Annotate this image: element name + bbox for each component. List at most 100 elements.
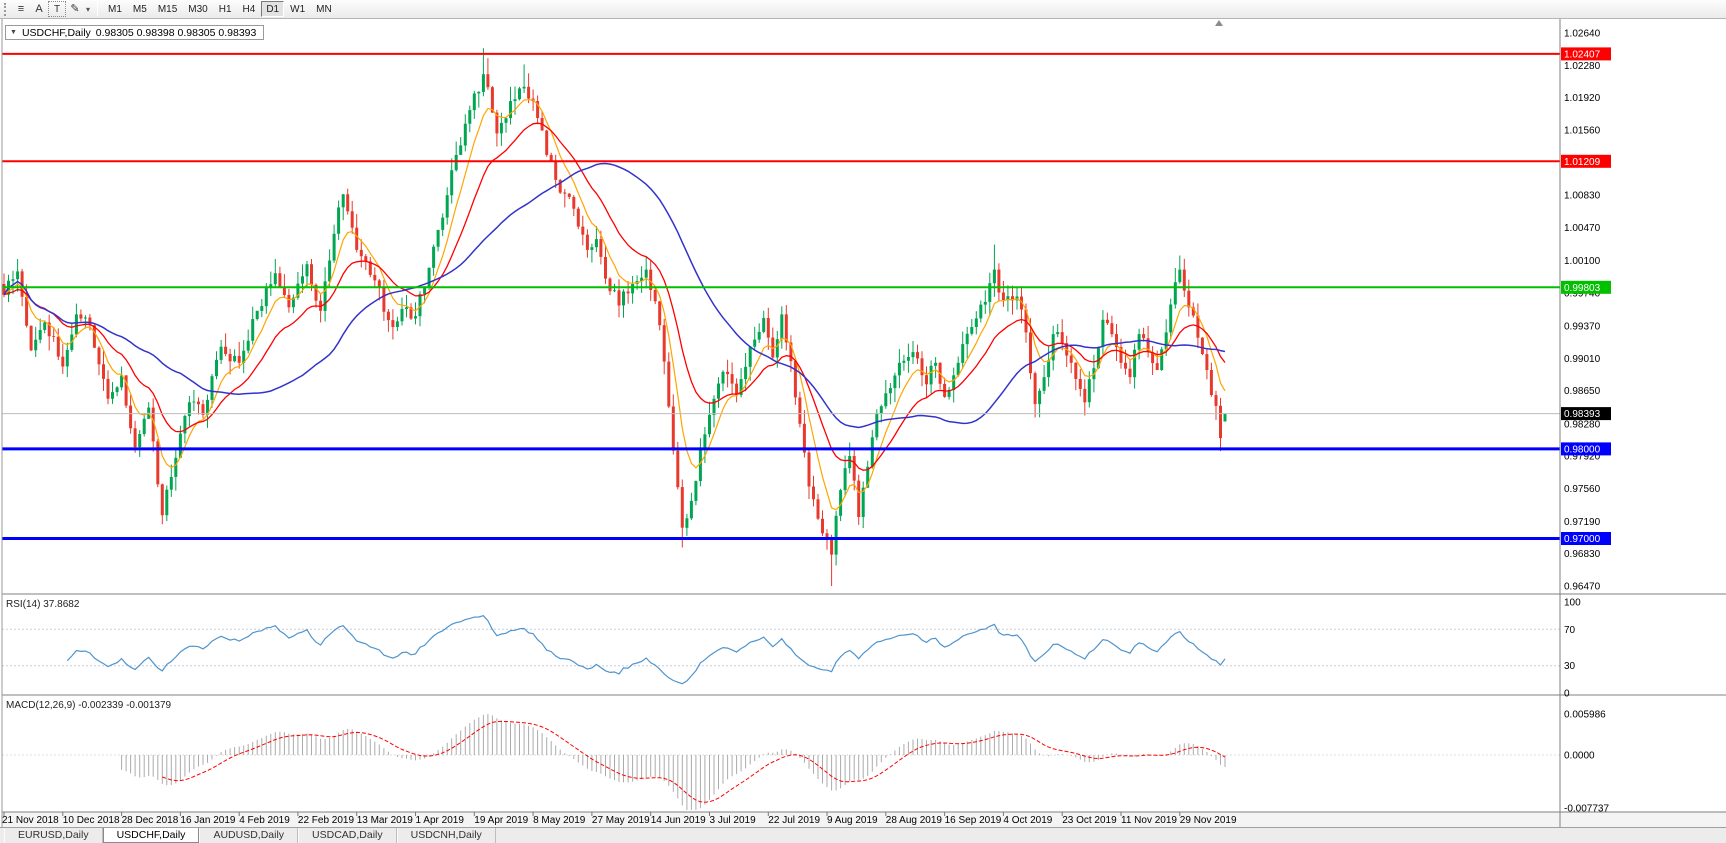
svg-text:1.01209: 1.01209	[1564, 157, 1601, 168]
chart-tab-audusd[interactable]: AUDUSD,Daily	[199, 828, 299, 843]
timeframe-h1-button[interactable]: H1	[218, 4, 232, 15]
panel-separators	[1, 19, 1726, 827]
rsi-label: RSI(14) 37.8682	[6, 599, 80, 610]
macd-panel: MACD(12,26,9) -0.002339 -0.001379	[6, 700, 1226, 810]
price-axis-label: 0.99370	[1564, 322, 1601, 333]
price-tag-1.02407: 1.02407	[1561, 47, 1611, 61]
time-axis-label: 4 Oct 2019	[1003, 815, 1052, 826]
timeframe-d1-button[interactable]: D1	[261, 1, 285, 17]
price-tag-0.99803: 0.99803	[1561, 280, 1611, 294]
chart-symbol-period: USDCHF,Daily	[21, 26, 91, 39]
time-axis-label: 22 Feb 2019	[298, 815, 355, 826]
macd-axis-label: 0.0000	[1564, 751, 1595, 762]
price-axis-label: 1.00830	[1564, 191, 1601, 202]
price-axis-label: 1.01920	[1564, 93, 1601, 104]
timeframe-m5-button[interactable]: M5	[132, 4, 147, 15]
macd-axis-label: -0.007737	[1564, 804, 1609, 815]
chart-shift-marker-icon[interactable]	[1215, 20, 1223, 26]
price-axis-label: 1.00100	[1564, 256, 1601, 267]
time-axis-label: 8 May 2019	[533, 815, 586, 826]
chart-tab-usdchf[interactable]: USDCHF,Daily	[102, 828, 200, 843]
candles-layer	[2, 48, 1227, 586]
price-axis-label: 0.99010	[1564, 354, 1601, 365]
price-tag-0.98393: 0.98393	[1561, 407, 1611, 421]
time-axis-label: 13 Mar 2019	[357, 815, 414, 826]
chart-tab-eurusd[interactable]: EURUSD,Daily	[4, 828, 103, 843]
rsi-axis-label: 30	[1564, 661, 1576, 672]
time-axis-label: 14 Jun 2019	[651, 815, 706, 826]
svg-text:0.99803: 0.99803	[1564, 283, 1601, 294]
macd-axis-label: 0.005986	[1564, 710, 1606, 721]
price-axis-label: 1.01560	[1564, 125, 1601, 136]
toolbar-icon-group: ≡ A T ✎ ▾	[12, 1, 92, 17]
rsi-line	[66, 615, 1226, 685]
time-axis-label: 10 Dec 2018	[63, 815, 120, 826]
ma-fast-orange-line	[3, 99, 1226, 511]
draw-tools-dropdown-icon[interactable]: ▾	[86, 5, 91, 14]
time-axis-label: 23 Oct 2019	[1062, 815, 1117, 826]
chart-area[interactable]: RSI(14) 37.8682 MACD(12,26,9) -0.002339 -…	[0, 19, 1726, 827]
rsi-level-lines	[2, 628, 1560, 667]
price-axis-label: 0.98650	[1564, 386, 1601, 397]
time-axis[interactable]: 21 Nov 2018 10 Dec 2018 28 Dec 2018 16 Jan …	[2, 812, 1237, 826]
chart-tab-usdcad[interactable]: USDCAD,Daily	[298, 828, 397, 843]
text-tool-button[interactable]: T	[48, 1, 66, 17]
timeframe-m30-button[interactable]: M30	[188, 4, 208, 15]
chart-tab-usdcnh[interactable]: USDCNH,Daily	[396, 828, 496, 843]
rsi-panel: RSI(14) 37.8682	[6, 599, 1226, 685]
time-axis-label: 11 Nov 2019	[1121, 815, 1177, 826]
moving-averages-layer	[3, 99, 1226, 511]
time-axis-label: 1 Apr 2019	[416, 815, 465, 826]
rsi-axis-label: 70	[1564, 625, 1576, 636]
toolbar-separator	[97, 2, 99, 16]
time-axis-label: 28 Dec 2018	[122, 815, 179, 826]
horizontal-lines-layer	[2, 52, 1560, 540]
toolbar-drag-handle[interactable]	[4, 2, 8, 16]
price-tag-0.98000: 0.98000	[1561, 442, 1611, 456]
price-axis-label: 1.00470	[1564, 223, 1601, 234]
price-axis-label: 0.97190	[1564, 517, 1601, 528]
price-axis-label: 1.02280	[1564, 61, 1601, 72]
price-tag-0.97000: 0.97000	[1561, 532, 1611, 545]
price-axis-label: 0.98280	[1564, 419, 1601, 430]
price-axis-label: 0.97560	[1564, 484, 1601, 495]
timeframe-m15-button[interactable]: M15	[157, 4, 178, 15]
time-axis-label: 21 Nov 2018	[2, 815, 59, 826]
chart-canvas[interactable]: RSI(14) 37.8682 MACD(12,26,9) -0.002339 -…	[0, 19, 1726, 827]
draw-tools-button[interactable]: ✎	[70, 3, 80, 15]
price-axis-label: 0.97920	[1564, 452, 1601, 463]
time-axis-label: 16 Jan 2019	[180, 815, 235, 826]
ma-mid-red-line	[3, 122, 1226, 471]
charts-menu-icon[interactable]: ≡	[17, 3, 25, 15]
time-axis-label: 19 Apr 2019	[474, 815, 528, 826]
price-axis[interactable]: 1.02640 1.02280 1.01920 1.01560 1.00830 1.004…	[1559, 19, 1611, 827]
svg-text:0.98000: 0.98000	[1564, 444, 1601, 455]
collapse-arrow-icon[interactable]: ▼	[10, 29, 17, 36]
macd-signal-line	[162, 720, 1226, 803]
timeframe-h4-button[interactable]: H4	[242, 4, 256, 15]
time-axis-label: 29 Nov 2019	[1180, 815, 1237, 826]
timeframe-w1-button[interactable]: W1	[290, 4, 306, 15]
price-axis-label: 0.96830	[1564, 549, 1601, 560]
timeframe-button-group: M1 M5 M15 M30 H1 H4 D1 W1 MN	[103, 1, 338, 17]
price-axis-label: 0.99740	[1564, 288, 1601, 299]
time-axis-label: 16 Sep 2019	[945, 815, 1002, 826]
chart-title-box: ▼ USDCHF,Daily 0.98305 0.98398 0.98305 0…	[5, 25, 265, 40]
timeframe-m1-button[interactable]: M1	[108, 4, 122, 15]
time-axis-label: 27 May 2019	[592, 815, 650, 826]
time-axis-label: 4 Feb 2019	[239, 815, 290, 826]
time-axis-bg	[2, 812, 1726, 827]
macd-label: MACD(12,26,9) -0.002339 -0.001379	[6, 700, 172, 711]
time-axis-label: 22 Jul 2019	[768, 815, 820, 826]
price-axis-label: 1.02640	[1564, 29, 1601, 40]
rsi-axis-label: 0	[1564, 689, 1570, 700]
time-axis-label: 28 Aug 2019	[886, 815, 943, 826]
timeframe-mn-button[interactable]: MN	[316, 4, 332, 15]
cursor-tool-button[interactable]: A	[35, 3, 43, 15]
svg-text:0.97000: 0.97000	[1564, 534, 1601, 545]
top-toolbar: ≡ A T ✎ ▾ M1 M5 M15 M30 H1 H4 D1 W1 MN	[0, 0, 1726, 19]
svg-text:0.98393: 0.98393	[1564, 409, 1601, 420]
ma-slow-blue-line	[3, 162, 1226, 429]
price-tag-1.01209: 1.01209	[1561, 154, 1611, 168]
